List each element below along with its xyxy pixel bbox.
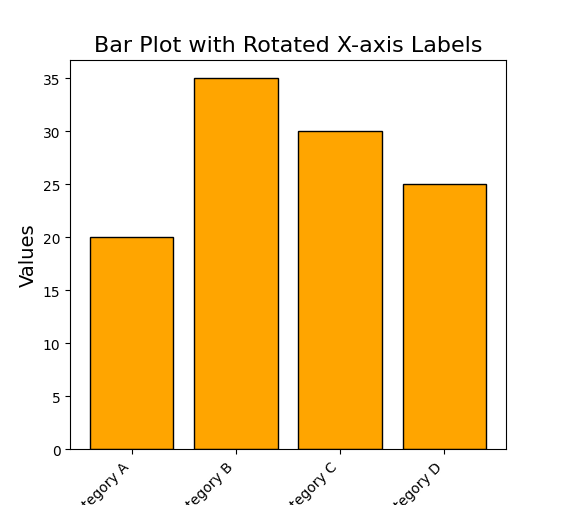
Bar <box>402 185 486 449</box>
Bar <box>90 238 174 449</box>
Bar <box>298 132 382 449</box>
Y-axis label: Values: Values <box>19 223 37 287</box>
Bar <box>194 79 278 449</box>
Title: Bar Plot with Rotated X-axis Labels: Bar Plot with Rotated X-axis Labels <box>94 36 482 56</box>
